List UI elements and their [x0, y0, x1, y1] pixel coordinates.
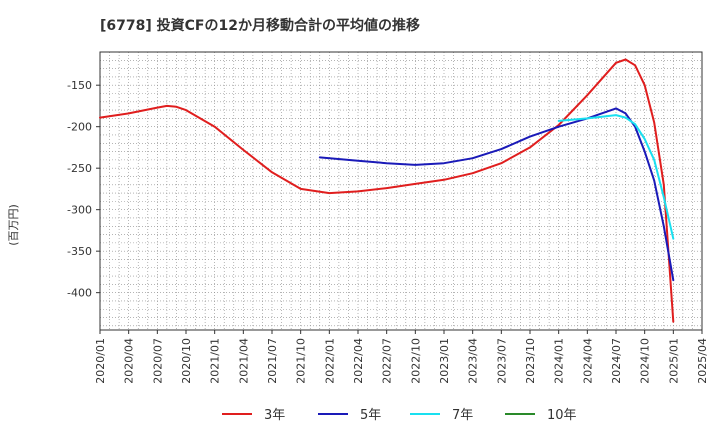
x-tick-label: 2023/07	[495, 338, 508, 384]
x-tick-label: 2021/01	[209, 338, 222, 384]
series-line-1	[318, 107, 675, 282]
x-tick-label: 2022/01	[323, 338, 336, 384]
x-tick-label: 2022/04	[352, 338, 365, 384]
plot-area: -150 -200 -250 -300 -350 -400 2020/01 2020/04 20…	[67, 51, 709, 384]
legend-label-0: 3年	[264, 408, 285, 423]
x-tick-label: 2025/04	[696, 338, 709, 384]
series-line-0	[99, 58, 675, 323]
y-tick-label: -250	[67, 162, 92, 175]
x-tick-label: 2023/04	[467, 338, 480, 384]
y-tick-label: -300	[67, 204, 92, 217]
plot-frame	[99, 51, 703, 331]
x-tick-label: 2025/01	[667, 338, 680, 384]
x-tick-label: 2020/04	[123, 338, 136, 384]
x-tick-label: 2024/04	[581, 338, 594, 384]
x-tick-label: 2020/07	[151, 338, 164, 384]
x-tick-label: 2021/10	[295, 338, 308, 384]
legend-label-1: 5年	[360, 408, 381, 423]
y-tick-label: -150	[67, 79, 92, 92]
x-tick-label: 2021/07	[266, 338, 279, 384]
y-axis-label: (百万円)	[7, 204, 20, 246]
x-tick-label: 2022/07	[381, 338, 394, 384]
x-tick-label: 2020/01	[94, 338, 107, 384]
y-tick-label: -350	[67, 245, 92, 258]
x-tick-label: 2024/01	[553, 338, 566, 384]
y-tick-label: -400	[67, 287, 92, 300]
x-tick-label: 2023/01	[438, 338, 451, 384]
x-tick-label: 2024/07	[610, 338, 623, 384]
legend-label-3: 10年	[547, 408, 577, 423]
x-tick-label: 2024/10	[639, 338, 652, 384]
x-tick-label: 2020/10	[180, 338, 193, 384]
y-tick-label: -200	[67, 121, 92, 134]
x-tick-label: 2021/04	[237, 338, 250, 384]
x-tick-label: 2022/10	[409, 338, 422, 384]
legend-label-2: 7年	[452, 408, 473, 423]
legend: 3年 5年 7年 10年	[222, 408, 577, 423]
chart-title: [6778] 投資CFの12か月移動合計の平均値の推移	[100, 17, 420, 34]
x-tick-label: 2023/10	[524, 338, 537, 384]
series-line-2	[557, 114, 675, 240]
